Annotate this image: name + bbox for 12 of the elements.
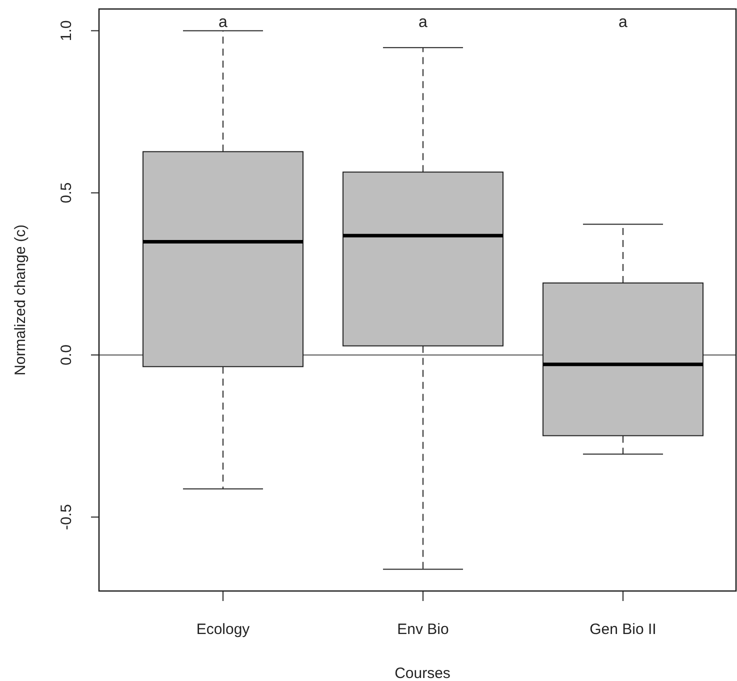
x-axis-title: Courses [394, 665, 450, 681]
y-axis-title: Normalized change (c) [12, 224, 29, 376]
y-tick-label: -0.5 [58, 504, 75, 530]
x-tick-label: Env Bio [397, 621, 449, 638]
annotation: a [618, 14, 628, 31]
x-tick-label: Gen Bio II [590, 621, 656, 638]
y-tick-label: 1.0 [58, 20, 75, 42]
x-tick-label: Ecology [196, 621, 250, 638]
annotation: a [418, 14, 428, 31]
y-tick-label: 0.0 [58, 344, 75, 366]
annotation: a [218, 14, 228, 31]
y-tick-label: 0.5 [58, 182, 75, 204]
